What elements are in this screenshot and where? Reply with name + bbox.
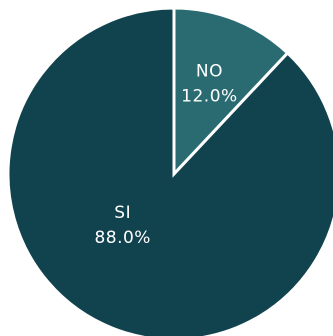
pie-slice-no [172,6,290,178]
slice-label-no: NO 12.0% [181,61,238,106]
pie-slice-si [6,6,333,336]
slice-category-label: SI [114,203,131,223]
slice-percent-label: 12.0% [181,86,238,106]
slice-category-label: NO [196,61,223,81]
slice-label-si: SI 88.0% [94,203,151,248]
slice-percent-label: 88.0% [94,228,151,248]
